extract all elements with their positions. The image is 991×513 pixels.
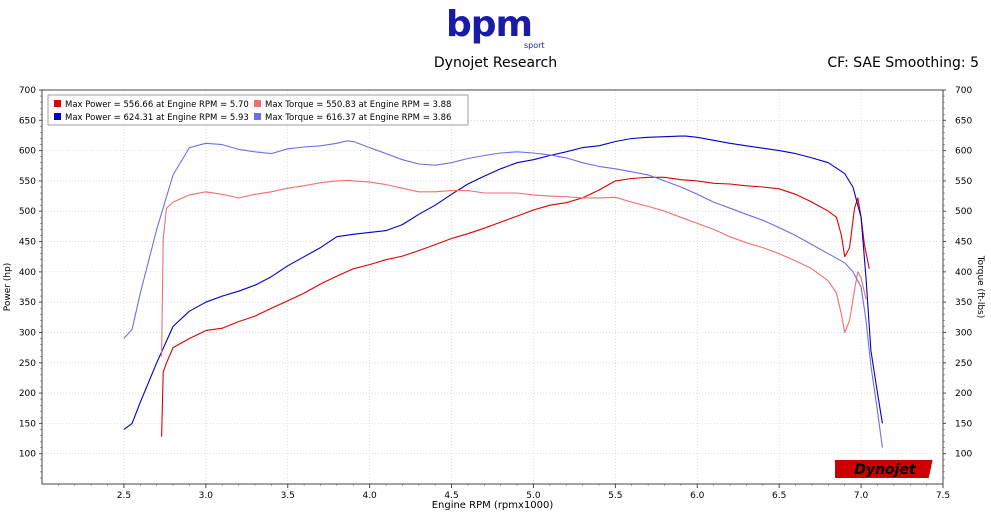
series-line-4 [123, 140, 883, 448]
legend-swatch [54, 113, 61, 120]
y-tick-label-right: 700 [955, 86, 972, 96]
y-tick-label-right: 350 [955, 298, 972, 308]
x-tick-label: 6.5 [772, 491, 786, 501]
y-tick-label-left: 500 [19, 207, 36, 217]
x-tick-label: 2.5 [117, 491, 131, 501]
x-tick-label: 7.0 [854, 491, 869, 501]
y-tick-label-right: 150 [955, 419, 972, 429]
legend: Max Power = 556.66 at Engine RPM = 5.70 M… [47, 94, 469, 126]
correction-factor-label: CF: SAE Smoothing: 5 [827, 55, 979, 71]
y-tick-label-left: 450 [19, 238, 36, 248]
legend-item-label: Max Torque = 616.37 at Engine RPM = 3.86 [265, 113, 451, 123]
grid-lines [42, 89, 944, 484]
axis-ticks: 100 100 150 150 200 200 250 250 300 300 350 350 400 4… [19, 86, 973, 501]
x-tick-label: 6.0 [690, 491, 705, 501]
legend-item-label: Max Power = 556.66 at Engine RPM = 5.70 [65, 100, 249, 110]
series-lines [123, 135, 883, 448]
y-tick-label-right: 500 [955, 207, 972, 217]
chart-title: Dynojet Research [433, 55, 558, 71]
legend-swatch [54, 100, 61, 107]
y-tick-label-right: 650 [955, 116, 972, 126]
y-tick-label-right: 200 [955, 389, 972, 399]
logo-subtext: sport [524, 41, 545, 50]
y-tick-label-left: 200 [19, 389, 36, 399]
y-tick-label-right: 400 [955, 268, 972, 278]
brand-text: Dynojet [854, 462, 917, 478]
x-tick-label: 3.0 [199, 491, 214, 501]
legend-item-label: Max Torque = 550.83 at Engine RPM = 3.88 [265, 100, 451, 110]
y-tick-label-right: 250 [955, 359, 972, 369]
y-tick-label-left: 150 [19, 419, 36, 429]
dynojet-brand-logo: Dynojet [835, 460, 933, 478]
y-tick-label-right: 450 [955, 238, 972, 248]
y-tick-label-left: 100 [19, 450, 36, 460]
y-tick-label-right: 600 [955, 147, 972, 157]
series-line-1 [161, 176, 870, 437]
y-tick-label-left: 550 [19, 177, 36, 187]
x-tick-label: 7.5 [936, 491, 950, 501]
series-line-2 [123, 135, 883, 430]
y-axis-label-right: Torque (ft-lbs) [975, 255, 985, 319]
x-tick-label: 3.5 [281, 491, 295, 501]
x-tick-label: 5.0 [526, 491, 541, 501]
legend-item-label: Max Power = 624.31 at Engine RPM = 5.93 [65, 113, 249, 123]
x-tick-label: 5.5 [608, 491, 622, 501]
y-tick-label-right: 550 [955, 177, 972, 187]
y-tick-label-left: 700 [19, 86, 36, 96]
y-tick-label-left: 650 [19, 116, 36, 126]
y-tick-label-left: 600 [19, 147, 36, 157]
bpm-sport-logo: bpm sport [446, 4, 545, 50]
y-tick-label-right: 300 [955, 328, 972, 338]
x-tick-label: 4.0 [362, 491, 377, 501]
y-tick-label-left: 250 [19, 359, 36, 369]
series-line-3 [161, 179, 867, 357]
y-tick-label-left: 350 [19, 298, 36, 308]
y-tick-label-left: 400 [19, 268, 36, 278]
y-axis-label-left: Power (hp) [3, 263, 13, 312]
legend-swatch [254, 113, 261, 120]
logo-text: bpm [446, 4, 532, 45]
x-axis-label: Engine RPM (rpmx1000) [432, 500, 554, 511]
x-tick-label: 4.5 [444, 491, 458, 501]
y-tick-label-right: 100 [955, 450, 972, 460]
legend-swatch [254, 100, 261, 107]
y-tick-label-left: 300 [19, 328, 36, 338]
plot-frame [41, 89, 944, 485]
